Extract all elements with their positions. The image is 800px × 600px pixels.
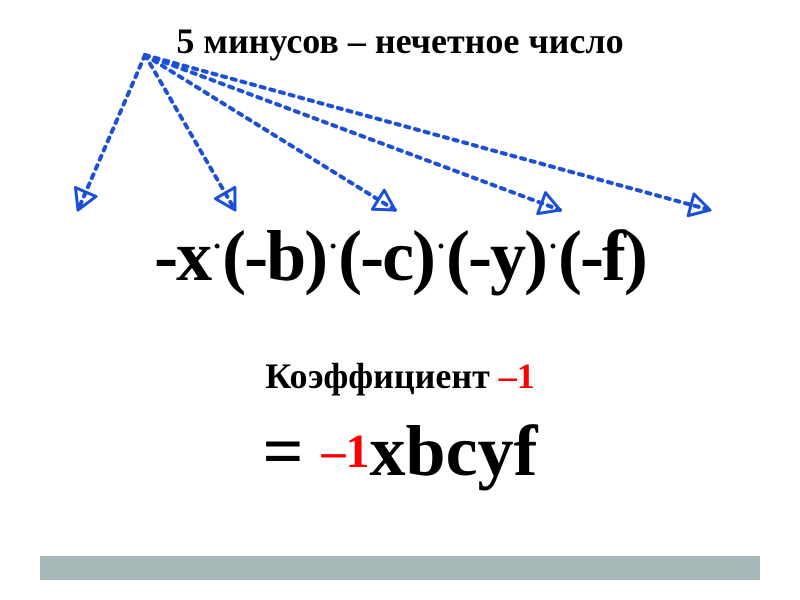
- result-product: xbcyf: [370, 411, 538, 491]
- arrow-head-3: [372, 190, 395, 210]
- term-5: (-f): [558, 216, 646, 296]
- arrows-overlay: [0, 0, 800, 600]
- term-2: (-b): [222, 216, 326, 296]
- equals-sign: =: [262, 411, 321, 491]
- coefficient-text: Коэффициент: [265, 356, 499, 396]
- term-4: (-y): [446, 216, 546, 296]
- arrow-head-1: [75, 188, 96, 210]
- dot-1: ·: [210, 230, 222, 263]
- arrow-line-1: [78, 55, 145, 210]
- arrow-head-5: [688, 194, 710, 216]
- arrow-line-5: [145, 55, 710, 210]
- coefficient-value: –1: [499, 356, 535, 396]
- arrow-head-4: [538, 193, 560, 214]
- arrow-line-3: [145, 55, 395, 210]
- bottom-bar: [40, 556, 760, 580]
- arrow-line-4: [145, 55, 560, 210]
- arrow-head-2: [215, 187, 235, 210]
- dot-3: ·: [434, 230, 446, 263]
- term-3: (-c): [338, 216, 434, 296]
- coefficient-label: Коэффициент –1: [265, 355, 535, 397]
- result-minus: –1: [322, 425, 370, 478]
- result-row: = –1xbcyf: [262, 410, 537, 493]
- arrow-line-2: [145, 55, 235, 210]
- dot-4: ·: [546, 230, 558, 263]
- expression-row: -x·(-b)·(-c)·(-y)·(-f): [154, 215, 646, 298]
- dot-2: ·: [326, 230, 338, 263]
- term-1: -x: [154, 216, 210, 296]
- title-text: 5 минусов – нечетное число: [176, 20, 623, 62]
